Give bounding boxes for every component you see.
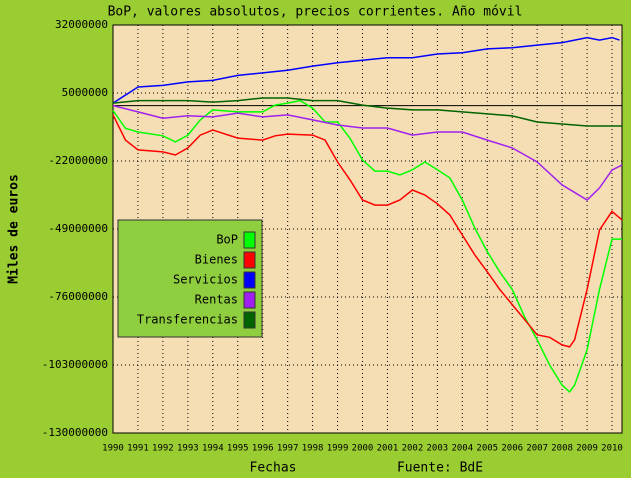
x-tick-label: 2006 xyxy=(501,444,523,454)
x-tick-label: 2009 xyxy=(576,444,598,454)
series-line xyxy=(112,99,622,394)
legend-label: Servicios xyxy=(173,273,238,287)
series-line xyxy=(112,97,622,127)
x-axis-label: Fechas xyxy=(250,461,297,476)
series-line xyxy=(112,114,623,348)
legend-swatch xyxy=(243,311,256,329)
series-line xyxy=(112,104,623,201)
legend-label: BoP xyxy=(216,233,238,247)
legend-swatch xyxy=(243,231,256,249)
x-tick-label: 1991 xyxy=(127,444,149,454)
legend-swatch xyxy=(243,291,256,309)
y-tick-label: 5000000 xyxy=(62,86,108,99)
legend-swatch xyxy=(243,271,256,289)
x-tick-label: 1998 xyxy=(302,444,324,454)
x-tick-label: 1996 xyxy=(252,444,274,454)
x-tick-label: 2000 xyxy=(352,444,374,454)
y-tick-label: -22000000 xyxy=(48,154,108,167)
y-tick-label: -130000000 xyxy=(42,426,108,439)
x-tick-label: 2010 xyxy=(601,444,623,454)
x-tick-label: 1994 xyxy=(202,444,224,454)
y-tick-label: 32000000 xyxy=(55,18,108,31)
y-tick-label: -76000000 xyxy=(48,290,108,303)
x-tick-label: 2008 xyxy=(551,444,573,454)
x-tick-label: 1995 xyxy=(227,444,249,454)
y-tick-label: -49000000 xyxy=(48,222,108,235)
source: Fuente: BdE xyxy=(397,461,483,476)
y-tick-label: -103000000 xyxy=(42,358,108,371)
y-axis-label: Miles de euros xyxy=(7,174,22,284)
x-tick-label: 1999 xyxy=(327,444,349,454)
x-tick-label: 1997 xyxy=(277,444,299,454)
legend-label: Bienes xyxy=(195,253,238,267)
chart-title: BoP, valores absolutos, precios corrient… xyxy=(108,5,523,20)
x-tick-label: 2005 xyxy=(476,444,498,454)
x-tick-label: 2002 xyxy=(402,444,424,454)
x-tick-label: 2007 xyxy=(526,444,548,454)
x-tick-label: 2004 xyxy=(451,444,473,454)
x-tick-label: 2001 xyxy=(377,444,399,454)
legend-swatch xyxy=(243,251,256,269)
x-tick-label: 1993 xyxy=(177,444,199,454)
legend-label: Rentas xyxy=(195,293,238,307)
series-line xyxy=(112,36,620,104)
legend-label: Transferencias xyxy=(137,313,238,327)
x-tick-label: 1990 xyxy=(102,444,124,454)
x-tick-label: 1992 xyxy=(152,444,174,454)
legend xyxy=(117,219,263,338)
x-tick-label: 2003 xyxy=(427,444,449,454)
